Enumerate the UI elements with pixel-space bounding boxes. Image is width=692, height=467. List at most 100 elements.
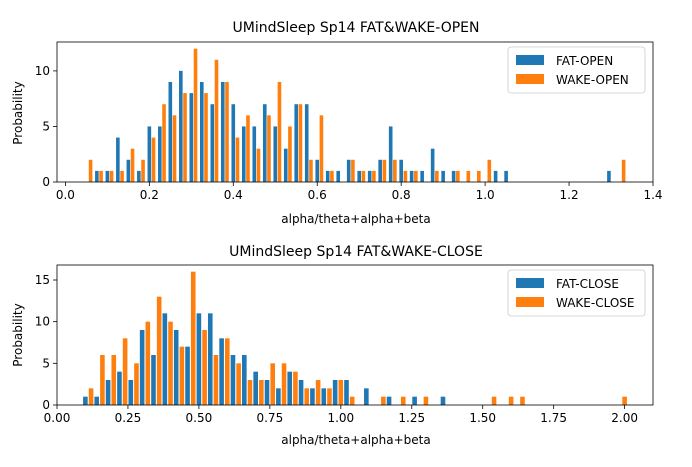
chart-title: UMindSleep Sp14 FAT&WAKE-CLOSE <box>229 244 483 260</box>
bar-wake-open <box>88 159 93 182</box>
bar-fat-close <box>207 313 213 405</box>
bar-fat-close <box>173 330 179 405</box>
bar-wake-close <box>338 380 344 405</box>
bar-wake-open <box>267 115 271 182</box>
ticks: 0.00 0.25 0.50 0.75 1.00 1.25 1.50 1.75 2.00 0 5 10… <box>35 273 638 425</box>
bar-wake-open <box>372 170 376 182</box>
bar-wake-close <box>293 371 298 405</box>
bar-wake-close <box>156 296 162 405</box>
bar-fat-close <box>287 371 293 405</box>
x-tick-label: 0.25 <box>115 411 142 425</box>
legend-swatch-fat-open <box>516 55 544 65</box>
bar-wake-close <box>400 396 406 405</box>
bar-fat-open <box>95 170 99 182</box>
bars <box>88 48 626 182</box>
bar-fat-open <box>336 170 341 182</box>
bar-wake-open <box>456 170 460 182</box>
bar-fat-open <box>273 126 278 182</box>
bar-wake-open <box>361 170 366 182</box>
bar-wake-open <box>435 170 439 182</box>
bar-fat-close <box>276 388 281 405</box>
x-axis-label: alpha/theta+alpha+beta <box>281 433 431 447</box>
bar-wake-close <box>145 321 151 405</box>
bar-wake-open <box>309 159 313 182</box>
bar-wake-close <box>224 338 230 405</box>
bar-wake-open <box>141 159 145 182</box>
bar-fat-open <box>179 70 183 182</box>
bar-fat-close <box>219 338 224 405</box>
bar-fat-open <box>231 104 236 182</box>
ticks: 0.0 0.2 0.4 0.6 0.8 1.0 1.2 1.4 0 5 10 <box>35 64 663 202</box>
bar-wake-close <box>622 396 627 405</box>
bar-fat-close <box>185 346 190 405</box>
bar-wake-close <box>508 396 514 405</box>
bar-wake-close <box>111 355 117 405</box>
bar-wake-open <box>256 148 261 182</box>
bar-fat-open <box>158 126 162 182</box>
x-tick-label: 1.25 <box>398 411 425 425</box>
bar-fat-close <box>364 388 369 405</box>
y-tick-label: 0 <box>42 398 50 412</box>
x-tick-label: 1.75 <box>540 411 567 425</box>
x-axis-label: alpha/theta+alpha+beta <box>281 212 431 226</box>
bar-wake-open <box>183 93 187 182</box>
bar-wake-close <box>259 380 264 405</box>
bar-fat-open <box>200 82 204 182</box>
bar-wake-open <box>225 82 229 182</box>
bar-fat-open <box>388 126 393 182</box>
bar-fat-close <box>105 380 111 405</box>
bar-wake-open <box>120 170 124 182</box>
y-tick-label: 10 <box>35 64 50 78</box>
bar-fat-close <box>242 355 247 405</box>
bar-fat-close <box>151 355 156 405</box>
y-tick-label: 5 <box>42 356 50 370</box>
bar-fat-open <box>220 82 225 182</box>
bar-wake-close <box>88 388 94 405</box>
legend-label-fat-close: FAT-CLOSE <box>556 277 619 291</box>
x-tick-label: 0.8 <box>392 188 411 202</box>
bar-fat-open <box>294 104 299 182</box>
bar-wake-open <box>319 115 324 182</box>
bar-fat-open <box>210 104 215 182</box>
x-tick-label: 1.50 <box>469 411 496 425</box>
bar-fat-open <box>430 148 435 182</box>
bar-wake-open <box>235 137 240 182</box>
bar-fat-open <box>137 170 141 182</box>
x-tick-label: 0.4 <box>224 188 243 202</box>
bar-wake-close <box>491 396 497 405</box>
bar-wake-open <box>162 104 166 182</box>
bar-wake-close <box>423 396 429 405</box>
bar-wake-open <box>277 82 282 182</box>
x-tick-label: 1.0 <box>476 188 495 202</box>
bar-wake-close <box>315 380 321 405</box>
x-tick-label: 0.50 <box>186 411 213 425</box>
bar-fat-close <box>264 380 270 405</box>
bar-wake-close <box>190 271 196 405</box>
bar-fat-close <box>230 355 236 405</box>
y-axis-label: Probability <box>11 303 25 366</box>
bar-wake-open <box>193 48 198 182</box>
bars <box>83 271 627 405</box>
bar-fat-open <box>441 170 445 182</box>
y-tick-label: 0 <box>42 175 50 189</box>
bar-fat-close <box>386 396 392 405</box>
bar-fat-close <box>94 396 100 405</box>
bar-wake-close <box>202 330 207 405</box>
legend-swatch-fat-close <box>516 278 544 288</box>
bar-fat-close <box>332 380 338 405</box>
subplot-open: UMindSleep Sp14 FAT&WAKE-OPEN alpha/thet… <box>11 20 663 226</box>
bar-fat-open <box>378 159 382 182</box>
bar-wake-close <box>304 388 310 405</box>
legend-label-wake-open: WAKE-OPEN <box>556 73 629 87</box>
bar-fat-close <box>253 371 258 405</box>
bar-fat-open <box>283 148 288 182</box>
bar-fat-open <box>399 159 403 182</box>
bar-fat-open <box>504 170 508 182</box>
bar-wake-close <box>247 380 253 405</box>
bar-fat-open <box>607 170 611 182</box>
legend-label-fat-open: FAT-OPEN <box>556 54 613 68</box>
plot-frame <box>56 264 654 406</box>
bar-fat-close <box>196 313 202 405</box>
x-tick-label: 0.75 <box>256 411 283 425</box>
bar-fat-open <box>325 170 330 182</box>
